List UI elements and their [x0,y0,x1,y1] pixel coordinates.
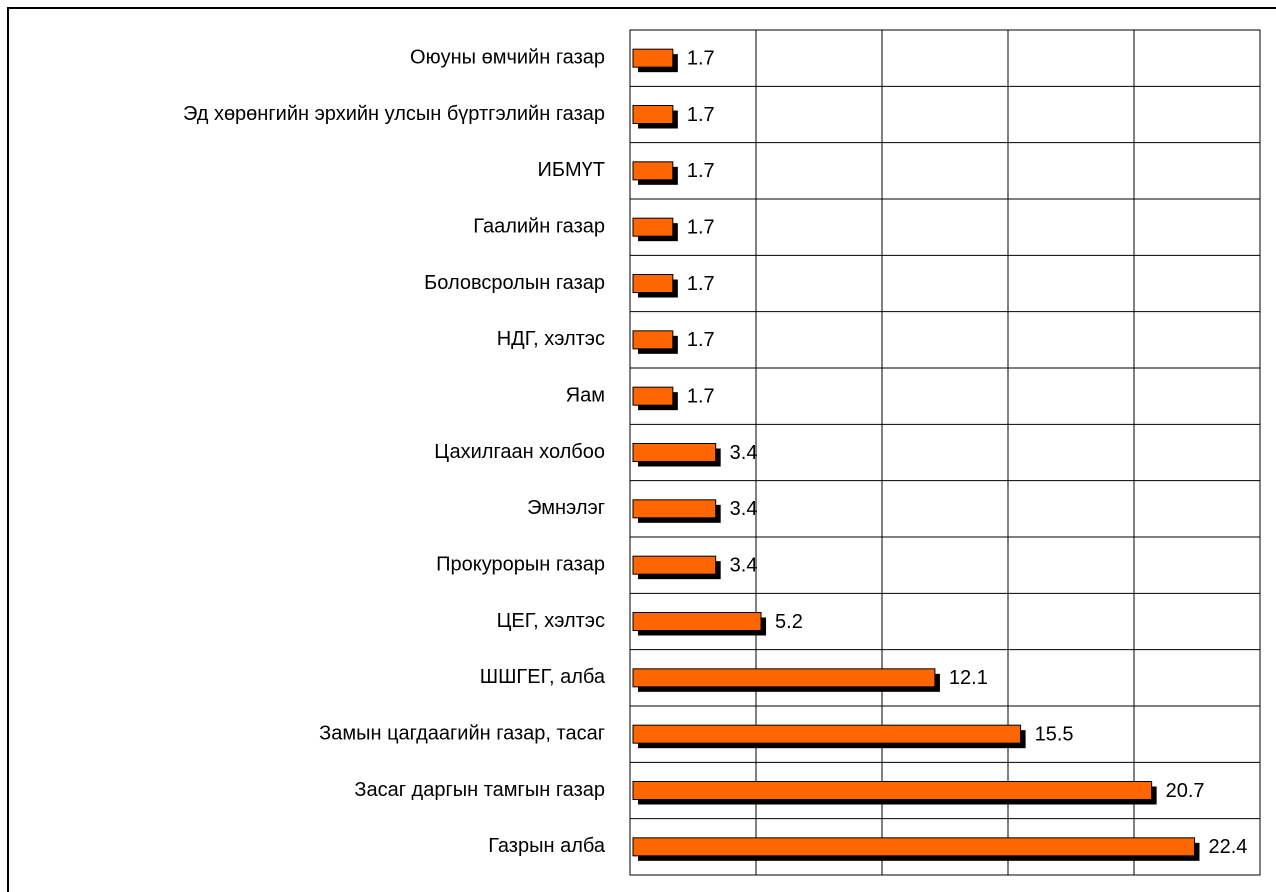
bar [632,443,717,462]
value-label: 3.4 [730,498,758,520]
y-tick-label: ШШГЕГ, алба [480,666,606,688]
value-label: 1.7 [687,273,715,295]
y-tick-label: Цахилгаан холбоо [434,441,605,463]
y-tick-label: Замын цагдаагийн газар, тасаг [319,722,605,744]
value-label: 1.7 [687,385,715,407]
bar [632,612,762,631]
bar [632,499,717,519]
value-label: 3.4 [730,554,758,576]
bar [632,330,674,350]
y-tick-label: Газрын алба [488,835,606,857]
y-tick-label: Прокурорын газар [436,553,605,575]
y-tick-label: ЦЕГ, хэлтэс [497,610,605,632]
y-tick-label: ИБМҮТ [538,159,606,181]
value-label: 12.1 [949,667,988,689]
value-label: 1.7 [687,160,715,182]
bar [632,724,1022,744]
value-label: 5.2 [775,611,803,633]
y-tick-label: Гаалийн газар [473,215,605,237]
bar [632,217,674,237]
bar [632,105,674,124]
value-label: 1.7 [687,216,715,238]
bar [632,555,717,575]
value-label: 1.7 [687,47,715,69]
y-tick-label: Оюуны өмчийн газар [410,46,605,68]
frame [7,7,1276,892]
value-label: 22.4 [1208,836,1247,858]
value-label: 1.7 [687,104,715,126]
bar [632,274,674,293]
bar [632,386,674,406]
bar [632,668,936,688]
y-tick-label: Яам [566,384,605,406]
y-tick-label: Боловсролын газар [424,272,605,294]
bar [632,161,674,181]
y-tick-label: Засаг даргын тамгын газар [354,779,605,801]
value-label: 15.5 [1035,723,1074,745]
value-label: 3.4 [730,442,758,464]
bar [632,781,1153,800]
y-tick-label: Эмнэлэг [527,497,605,519]
bar [632,48,674,68]
value-label: 1.7 [687,329,715,351]
y-tick-label: НДГ, хэлтэс [497,328,605,350]
y-tick-label: Эд хөрөнгийн эрхийн улсын бүртгэлийн газ… [183,103,605,125]
bar [632,837,1195,857]
plot-area [629,29,1261,876]
value-label: 20.7 [1166,780,1205,802]
